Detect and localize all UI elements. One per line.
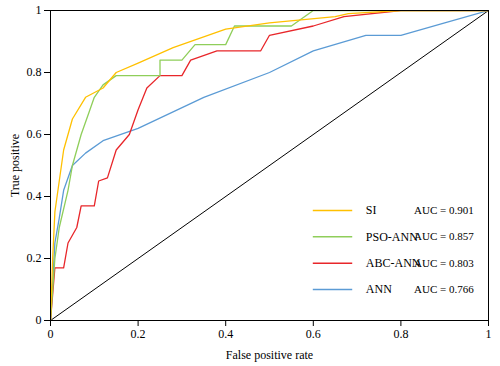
- svg-text:0.2: 0.2: [131, 327, 146, 341]
- svg-text:0.4: 0.4: [27, 189, 42, 203]
- svg-text:AUC = 0.803: AUC = 0.803: [414, 257, 474, 269]
- svg-text:1: 1: [486, 327, 492, 341]
- svg-text:0.8: 0.8: [393, 327, 408, 341]
- svg-text:0.6: 0.6: [27, 127, 42, 141]
- svg-text:0.6: 0.6: [306, 327, 321, 341]
- svg-text:ABC-ANN: ABC-ANN: [366, 256, 421, 270]
- svg-text:0: 0: [48, 327, 54, 341]
- svg-text:0: 0: [36, 313, 42, 327]
- svg-text:False positive rate: False positive rate: [226, 348, 313, 362]
- svg-text:AUC = 0.901: AUC = 0.901: [414, 204, 474, 216]
- svg-text:0.4: 0.4: [218, 327, 233, 341]
- svg-text:PSO-ANN: PSO-ANN: [366, 230, 418, 244]
- svg-text:0.2: 0.2: [27, 251, 42, 265]
- svg-text:1: 1: [36, 3, 42, 17]
- svg-text:0.8: 0.8: [27, 65, 42, 79]
- svg-text:AUC = 0.766: AUC = 0.766: [414, 283, 474, 295]
- svg-text:AUC = 0.857: AUC = 0.857: [414, 230, 474, 242]
- svg-text:True positive: True positive: [8, 134, 22, 197]
- svg-text:SI: SI: [366, 203, 377, 217]
- svg-text:ANN: ANN: [366, 282, 392, 296]
